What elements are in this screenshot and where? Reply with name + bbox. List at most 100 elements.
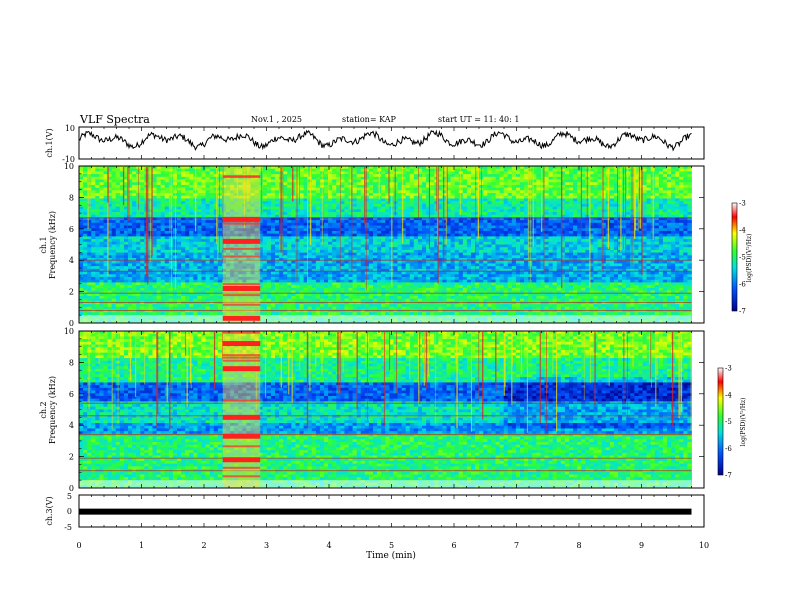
spectrogram-cell (181, 201, 186, 205)
spectrogram-cell (283, 236, 288, 240)
spectrogram-cell (613, 182, 619, 186)
spectrogram-cell (111, 214, 117, 218)
spectrogram-cell (618, 206, 623, 210)
spectrogram-cell (454, 244, 460, 248)
spectrogram-cell (377, 222, 382, 226)
spectrogram-cell (360, 184, 366, 189)
spectrogram-cell (487, 201, 492, 205)
spectrogram-cell (340, 228, 345, 232)
spectrogram-cell (560, 182, 566, 186)
spectrogram-cell (336, 222, 341, 226)
spectrogram-cell (83, 241, 88, 245)
spectrogram-cell (401, 176, 407, 180)
spectrogram-cell (226, 179, 231, 183)
spectrogram-cell (107, 228, 113, 232)
spectrogram-cell (283, 206, 288, 210)
spectrogram-cell (270, 217, 276, 221)
spectrogram-cell (618, 233, 623, 237)
spectrogram-cell (446, 187, 451, 191)
spectrogram-cell (172, 182, 178, 186)
spectrogram-cell (164, 217, 170, 221)
spectrogram-cell (340, 244, 345, 248)
spectrogram-cell (168, 171, 174, 175)
spectrogram-cell (123, 193, 129, 197)
spectrogram-cell (160, 184, 166, 189)
spectrogram-cell (646, 244, 652, 248)
spectrogram-cell (287, 193, 292, 197)
spectrogram-cell (303, 236, 309, 240)
spectrogram-cell (275, 247, 280, 251)
spectrogram-cell (671, 203, 676, 208)
spectrogram-cell (417, 230, 423, 235)
spectrogram-cell (613, 174, 619, 178)
spectrogram-cell (258, 252, 264, 256)
spectrogram-cell (172, 252, 178, 256)
spectrogram-cell (544, 236, 549, 240)
spectrogram-cell (466, 198, 472, 202)
spectrogram-cell (177, 174, 182, 178)
spectrogram-cell (491, 228, 496, 232)
spectrogram-cell (299, 217, 304, 221)
spectrogram-cell (458, 206, 464, 210)
spectrogram-cell (569, 212, 574, 216)
spectrogram-cell (532, 195, 537, 199)
spectrogram-cell (536, 225, 541, 229)
spectrogram-cell (503, 241, 509, 245)
spectrogram-cell (156, 225, 162, 229)
spectrogram-cell (336, 174, 341, 178)
spectrogram-cell (536, 209, 541, 213)
spectrogram-cell (258, 217, 264, 221)
spectrogram-cell (209, 193, 215, 197)
spectrogram-cell (352, 168, 358, 172)
spectrogram-cell (622, 217, 627, 221)
spectrogram-cell (662, 249, 668, 254)
spectrogram-cell (140, 217, 145, 221)
spectrogram-cell (560, 174, 566, 178)
spectrogram-cell (679, 201, 684, 205)
spectrogram-cell (532, 193, 537, 197)
spectrogram-cell (368, 182, 374, 186)
spectrogram-cell (475, 168, 480, 172)
spectrogram-cell (397, 233, 402, 237)
spectrogram-cell (168, 236, 174, 240)
spectrogram-cell (119, 241, 125, 245)
spectrogram-cell (352, 195, 358, 199)
spectrogram-cell (270, 201, 276, 205)
spectrogram-cell (393, 220, 398, 224)
spectrogram-cell (430, 209, 435, 213)
spectrogram-cell (160, 230, 166, 235)
spectrogram-cell (544, 176, 549, 180)
spectrogram-cell (275, 171, 280, 175)
spectrogram-cell (662, 182, 668, 186)
spectrogram-cell (364, 195, 370, 199)
spectrogram-cell (270, 209, 276, 213)
spectrogram-cell (540, 212, 545, 216)
spectrogram-cell (107, 230, 113, 235)
spectrogram-cell (564, 209, 570, 213)
spectrogram-cell (336, 228, 341, 232)
spectrogram-cell (160, 225, 166, 229)
spectrogram-cell (230, 171, 235, 175)
spectrogram-cell (360, 252, 366, 256)
spectrogram-cell (446, 209, 451, 213)
spectrogram-cell (99, 171, 104, 175)
spectrogram-cell (422, 166, 427, 170)
spectrogram-cell (671, 217, 676, 221)
spectrogram-cell (107, 171, 113, 175)
spectrogram-cell (577, 168, 582, 172)
spectrogram-cell (226, 206, 231, 210)
spectrogram-cell (352, 182, 358, 186)
spectrogram-cell (417, 176, 423, 180)
spectrogram-cell (475, 230, 480, 235)
spectrogram-cell (422, 239, 427, 243)
spectrogram-cell (324, 236, 329, 240)
spectrogram-cell (687, 179, 692, 183)
spectrogram-cell (675, 198, 680, 202)
spectrogram-cell (197, 239, 202, 243)
spectrogram-cell (683, 239, 688, 243)
spectrogram-cell (128, 184, 133, 189)
spectrogram-cell (209, 230, 215, 235)
spectrogram-cell (373, 176, 378, 180)
spectrogram-cell (560, 222, 566, 226)
spectrogram-cell (275, 179, 280, 183)
